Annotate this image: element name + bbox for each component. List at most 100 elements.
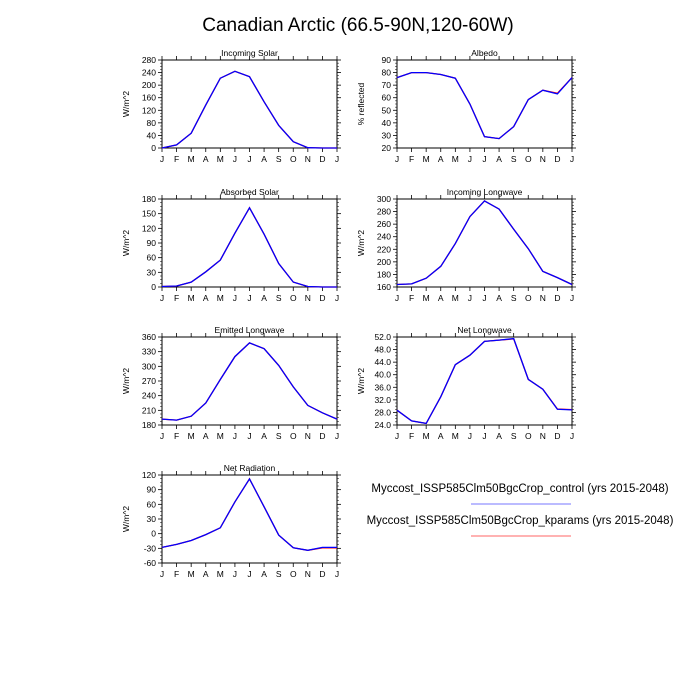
x-tick-label: J [468,431,472,441]
series-line-kparams [161,70,337,149]
panel-title: Incoming Solar [221,48,278,58]
y-tick-label: 300 [142,361,156,371]
x-tick-label: S [276,569,282,579]
y-tick-label: 0 [151,143,156,153]
x-tick-label: D [319,293,325,303]
legend-label: Myccost_ISSP585Clm50BgcCrop_control (yrs… [371,483,668,495]
x-tick-label: F [174,293,179,303]
x-tick-label: N [305,293,311,303]
y-tick-label: -30 [144,543,157,553]
y-axis-label: W/m^2 [121,91,131,117]
x-tick-label: J [233,569,237,579]
y-tick-label: 44.0 [374,357,391,367]
y-tick-label: 160 [377,282,391,292]
x-tick-label: J [395,431,399,441]
x-tick-label: J [335,569,339,579]
x-tick-label: M [452,431,459,441]
x-tick-label: M [188,293,195,303]
plot-frame [161,198,338,288]
y-tick-label: 180 [142,420,156,430]
panel-incoming-longwave: J F M A M J J A S O N D J160180200220240260280300Inc… [356,187,576,303]
x-tick-label: D [319,569,325,579]
x-tick-label: S [276,431,282,441]
x-tick-label: F [409,293,414,303]
x-tick-label: A [496,431,502,441]
x-tick-label: A [261,154,267,164]
x-tick-label: O [290,569,297,579]
x-tick-label: A [203,431,209,441]
x-tick-label: D [554,154,560,164]
y-tick-label: 240 [142,68,156,78]
y-axis-label: W/m^2 [121,506,131,532]
y-tick-label: 50 [382,105,392,115]
x-tick-label: A [496,154,502,164]
x-tick-label: J [570,431,574,441]
x-tick-label: J [335,431,339,441]
x-tick-label: N [305,569,311,579]
x-tick-label: M [452,154,459,164]
y-axis-label: % reflected [356,82,366,125]
x-tick-label: F [174,569,179,579]
y-tick-label: 60 [147,253,157,263]
x-tick-label: S [276,293,282,303]
panel-title: Absorbed Solar [220,187,279,197]
y-tick-label: 210 [142,405,156,415]
y-tick-label: 280 [377,207,391,217]
y-tick-label: 0 [151,529,156,539]
x-tick-label: O [525,154,532,164]
x-tick-label: N [540,154,546,164]
y-tick-label: 200 [142,80,156,90]
y-tick-label: 80 [147,118,157,128]
x-tick-label: N [305,431,311,441]
x-tick-label: S [276,154,282,164]
x-tick-label: D [319,154,325,164]
x-tick-label: N [540,431,546,441]
y-axis-label: W/m^2 [121,368,131,394]
y-tick-label: 52.0 [374,332,391,342]
x-tick-label: S [511,431,517,441]
series-line-control [396,200,573,286]
y-tick-label: 240 [377,232,391,242]
x-tick-label: J [247,154,251,164]
y-tick-label: 90 [147,238,157,248]
x-tick-label: A [438,154,444,164]
y-tick-label: -60 [144,558,157,568]
y-axis-label: W/m^2 [121,230,131,256]
y-tick-label: 280 [142,55,156,65]
x-tick-label: F [409,154,414,164]
y-tick-label: 30 [147,267,157,277]
panel-title: Net Longwave [457,325,512,335]
x-tick-label: M [217,431,224,441]
y-tick-label: 240 [142,391,156,401]
x-tick-label: N [540,293,546,303]
x-tick-label: D [554,431,560,441]
series-line-control [161,206,337,288]
series-line-control [161,70,337,149]
y-tick-label: 28.0 [374,407,391,417]
x-tick-label: O [290,154,297,164]
x-tick-label: M [217,293,224,303]
x-tick-label: A [261,293,267,303]
y-tick-label: 20 [382,143,392,153]
x-tick-label: O [290,431,297,441]
y-tick-label: 300 [377,194,391,204]
x-tick-label: J [247,293,251,303]
plot-frame [396,336,573,426]
panel-title: Net Radiation [224,463,276,473]
x-tick-label: J [233,431,237,441]
y-tick-label: 90 [147,485,157,495]
x-tick-label: J [482,431,486,441]
y-tick-label: 330 [142,347,156,357]
y-axis-label: W/m^2 [356,368,366,394]
y-tick-label: 180 [377,269,391,279]
x-tick-label: M [423,154,430,164]
y-tick-label: 32.0 [374,395,391,405]
x-tick-label: J [233,293,237,303]
x-tick-label: O [525,431,532,441]
x-tick-label: M [188,431,195,441]
x-tick-label: J [160,569,164,579]
x-tick-label: M [423,293,430,303]
